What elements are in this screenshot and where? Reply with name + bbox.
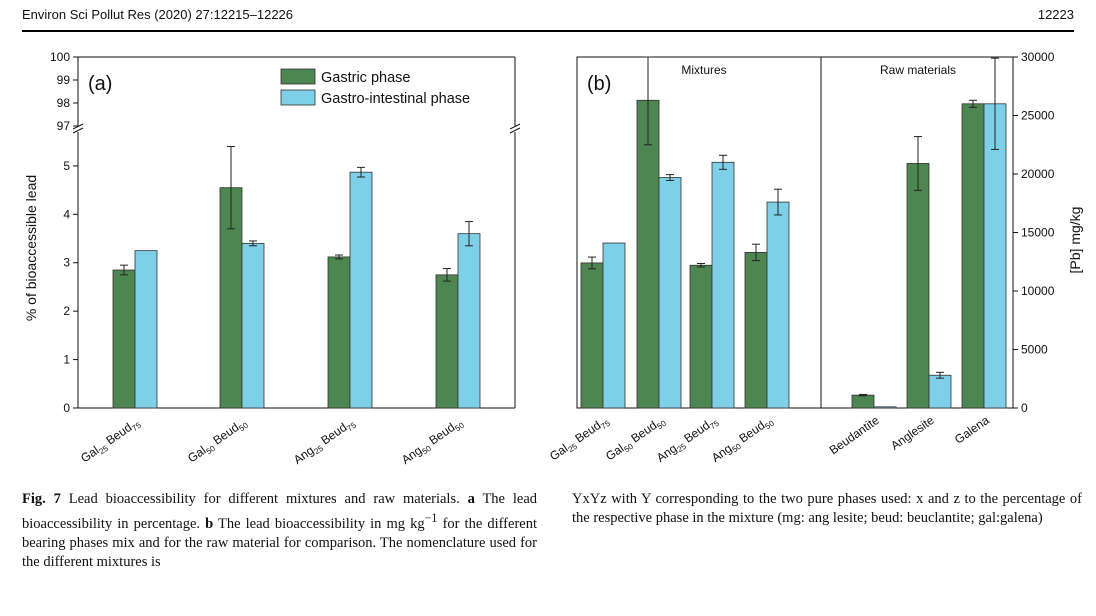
a-break-mark-0-1 (72, 127, 84, 134)
a-ytick-label: 100 (50, 50, 70, 64)
a-ytick-label: 1 (63, 353, 70, 367)
b-bar-gi-2 (711, 161, 735, 409)
a-category-label-0: Gal25 Beud75 (78, 415, 143, 467)
journal-header: Environ Sci Pollut Res (2020) 27:12215–1… (22, 7, 294, 22)
a-bar-gastric-3 (435, 274, 459, 409)
b-bar-gi-4 (873, 406, 897, 409)
b-ytick-label: 30000 (1021, 50, 1055, 64)
b-bar-gi-5 (928, 374, 952, 409)
legend-swatch-gastric (280, 68, 316, 85)
a-bar-gi-3 (457, 233, 481, 409)
a-bar-gastric-2 (327, 256, 351, 409)
a-ytick-label: 0 (63, 401, 70, 415)
b-category-label-0: Gal25 Beud75 (547, 413, 612, 465)
page-number: 12223 (1037, 7, 1074, 22)
figure-caption-right: YxYz with Y corresponding to the two pur… (572, 491, 1082, 526)
b-category-label-3: Ang50 Beud50 (709, 413, 776, 467)
a-ytick-label: 3 (63, 256, 70, 270)
b-bar-gi-3 (766, 201, 790, 409)
b-category-label-5: Anglesite (888, 413, 937, 453)
a-category-label-1: Gal50 Beud50 (185, 415, 250, 467)
a-break-mark-1-2 (509, 123, 521, 130)
a-ytick-label: 2 (63, 304, 70, 318)
a-panel-label: (a) (88, 73, 112, 95)
a-break-mark-1-1 (509, 127, 521, 134)
a-ytick-label: 4 (63, 207, 70, 221)
b-ytick-label: 15000 (1021, 226, 1055, 240)
header-rule (22, 30, 1074, 32)
caption-a: a (467, 491, 475, 507)
b-ytick-label: 0 (1021, 401, 1028, 415)
a-bar-gi-0 (134, 250, 158, 409)
b-section-label-raw: Raw materials (880, 63, 956, 77)
b-bar-gastric-1 (636, 99, 660, 409)
legend-label-gi: Gastro-intestinal phase (321, 91, 470, 107)
b-ytick-label: 20000 (1021, 167, 1055, 181)
a-ylabel: % of bioaccessible lead (23, 175, 39, 321)
a-ytick-label: 98 (57, 96, 71, 110)
caption-b: b (205, 515, 214, 532)
caption-text-3: The lead bioaccessibility in mg kg (213, 515, 425, 532)
b-ylabel: [Pb] mg/kg (1067, 207, 1083, 274)
caption-fig-label: Fig. 7 (22, 491, 61, 507)
b-panel-label: (b) (587, 73, 611, 95)
a-ytick-label: 99 (57, 73, 71, 87)
a-bar-gi-1 (241, 242, 265, 409)
b-bar-gi-1 (658, 177, 682, 409)
a-bar-gastric-0 (112, 269, 136, 409)
chart-panel-b: 0 5000 10000 15000 20000 25000 30000 [Pb] mg/kg… (547, 50, 1083, 467)
a-bar-gi-2 (349, 171, 373, 409)
b-bar-gastric-5 (906, 163, 930, 409)
chart-panel-a: 0 1 2 3 4 5 97 98 99 100 % of bioaccessible lead (a… (23, 50, 521, 469)
a-ytick-label: 97 (57, 119, 71, 133)
b-bar-gastric-0 (580, 262, 604, 409)
b-section-label-mixtures: Mixtures (681, 63, 726, 77)
b-category-label-6: Galena (952, 413, 992, 447)
legend-swatch-gi (280, 89, 316, 106)
a-ytick-label: 5 (63, 159, 70, 173)
figure-caption-left: Fig. 7 Lead bioaccessibility for differe… (22, 490, 537, 572)
caption-sup: −1 (424, 511, 438, 525)
legend-label-gastric: Gastric phase (321, 70, 410, 86)
b-bar-gi-0 (602, 242, 626, 409)
a-category-label-3: Ang50 Beud50 (399, 415, 466, 469)
b-ytick-label: 10000 (1021, 284, 1055, 298)
b-bar-gastric-6 (961, 103, 985, 409)
caption-text-4: for the different bearing phases mix and… (22, 515, 537, 570)
caption-text-1: Lead bioaccessibility for different mixt… (60, 491, 468, 507)
figure-7: 0 1 2 3 4 5 97 98 99 100 % of bioaccessible lead (a… (23, 50, 1083, 469)
b-bar-gastric-3 (744, 251, 768, 409)
caption-text-2: The lead bioaccessibility in percentage. (22, 491, 538, 532)
b-bar-gastric-2 (689, 264, 713, 409)
chart-legend: Gastric phase Gastro-intestinal phase (280, 68, 470, 107)
b-bar-gastric-4 (851, 394, 875, 409)
b-ytick-label: 5000 (1021, 343, 1048, 357)
b-ytick-label: 25000 (1021, 109, 1055, 123)
b-category-label-4: Beudantite (827, 413, 882, 458)
a-category-label-2: Ang25 Beud75 (291, 415, 358, 469)
